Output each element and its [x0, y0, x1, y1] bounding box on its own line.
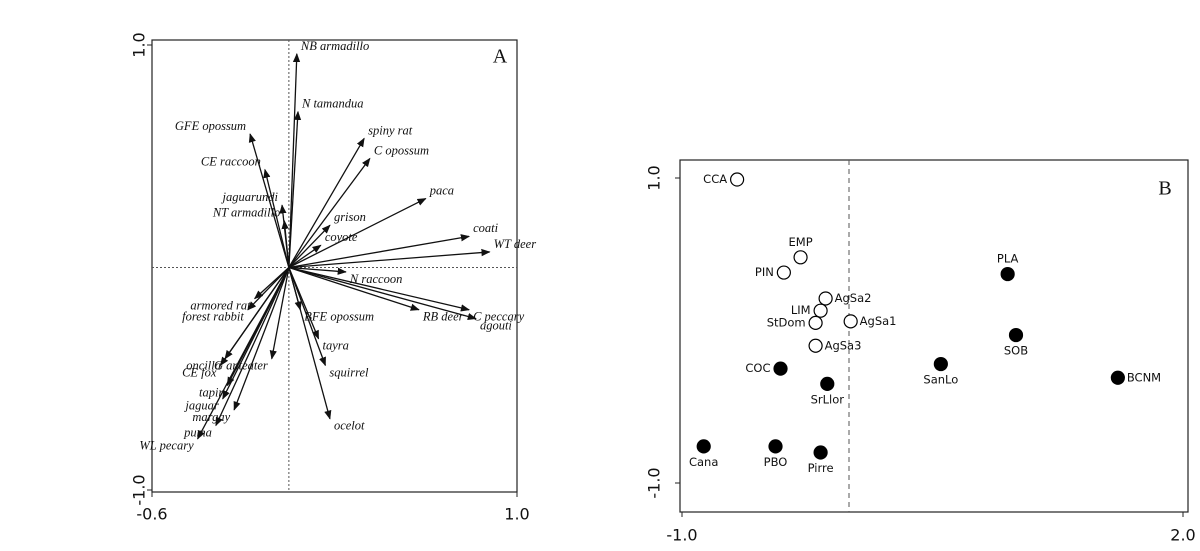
species-label: puma [183, 425, 212, 439]
site-label: PIN [755, 265, 774, 279]
site-label: SrLlor [811, 392, 845, 406]
species-label: coati [473, 221, 499, 235]
site-label: PBO [764, 455, 788, 469]
loading-arrow [198, 268, 289, 439]
species-label: forest rabbit [182, 310, 244, 324]
loading-arrow [234, 268, 289, 410]
site-point [731, 173, 744, 186]
page: {"chart_data": [ {"type": "biplot", "lab… [0, 0, 1200, 551]
site-point [814, 446, 827, 459]
panel-label: A [493, 46, 508, 68]
species-label: ocelot [334, 419, 365, 433]
species-label: NB armadillo [300, 39, 369, 53]
species-label: spiny rat [368, 123, 413, 137]
y-tick-label: -1.0 [130, 474, 149, 505]
species-label: NT armadillo [212, 206, 281, 220]
site-point [934, 358, 947, 371]
species-label: squirrel [329, 365, 369, 379]
site-label: AgSa1 [860, 314, 897, 328]
site-point [809, 316, 822, 329]
site-label: BCNM [1127, 370, 1161, 384]
species-label: coyote [325, 230, 358, 244]
x-tick-label: 1.0 [504, 505, 529, 524]
site-label: COC [745, 361, 770, 375]
loading-arrow [289, 236, 469, 267]
species-label: C opossum [374, 143, 429, 157]
y-tick-label: 1.0 [130, 32, 149, 57]
species-label: grison [334, 210, 366, 224]
site-point [821, 377, 834, 390]
species-label: jaguarundi [220, 190, 278, 204]
loading-arrow [216, 268, 289, 426]
site-label: SanLo [923, 373, 958, 387]
site-label: PLA [997, 252, 1019, 266]
site-point [1010, 329, 1023, 342]
species-label: WT deer [494, 237, 537, 251]
species-label: tayra [323, 339, 349, 353]
species-label: CE raccoon [201, 154, 261, 168]
figure: A -0.6 1.0 -1.0 1.0 NB armadillo N tamandua GFE… [0, 0, 1200, 551]
site-point [794, 251, 807, 264]
site-point [697, 440, 710, 453]
site-point [1111, 371, 1124, 384]
site-point [809, 339, 822, 352]
y-tick-label: -1.0 [645, 467, 664, 498]
loading-arrow [289, 252, 490, 268]
species-label: BFE opossum [304, 310, 374, 324]
site-label: AgSa2 [835, 291, 872, 305]
site-point [777, 266, 790, 279]
site-point [1001, 268, 1014, 281]
site-label: SOB [1004, 344, 1028, 358]
species-label: agouti [480, 319, 512, 333]
site-label: Pirre [808, 461, 834, 475]
site-point [844, 315, 857, 328]
species-label: N tamandua [301, 97, 363, 111]
site-point [774, 362, 787, 375]
species-label: GFE opossum [175, 119, 246, 133]
x-tick-label: -0.6 [136, 505, 167, 524]
site-label: AgSa3 [825, 338, 862, 352]
site-point [769, 440, 782, 453]
species-label: paca [429, 183, 454, 197]
species-label: WL pecary [139, 439, 194, 453]
x-tick-label: 2.0 [1170, 526, 1195, 545]
site-label: StDom [767, 315, 806, 329]
site-point [814, 304, 827, 317]
species-label: CE fox [182, 365, 217, 379]
panel-label: B [1158, 178, 1171, 200]
y-tick-label: 1.0 [645, 165, 664, 190]
species-label: RB deer [422, 310, 464, 324]
site-point [819, 292, 832, 305]
plot-frame [680, 160, 1188, 512]
site-label: Cana [689, 455, 718, 469]
x-tick-label: -1.0 [666, 526, 697, 545]
site-label: CCA [703, 172, 727, 186]
site-label: EMP [789, 235, 813, 249]
